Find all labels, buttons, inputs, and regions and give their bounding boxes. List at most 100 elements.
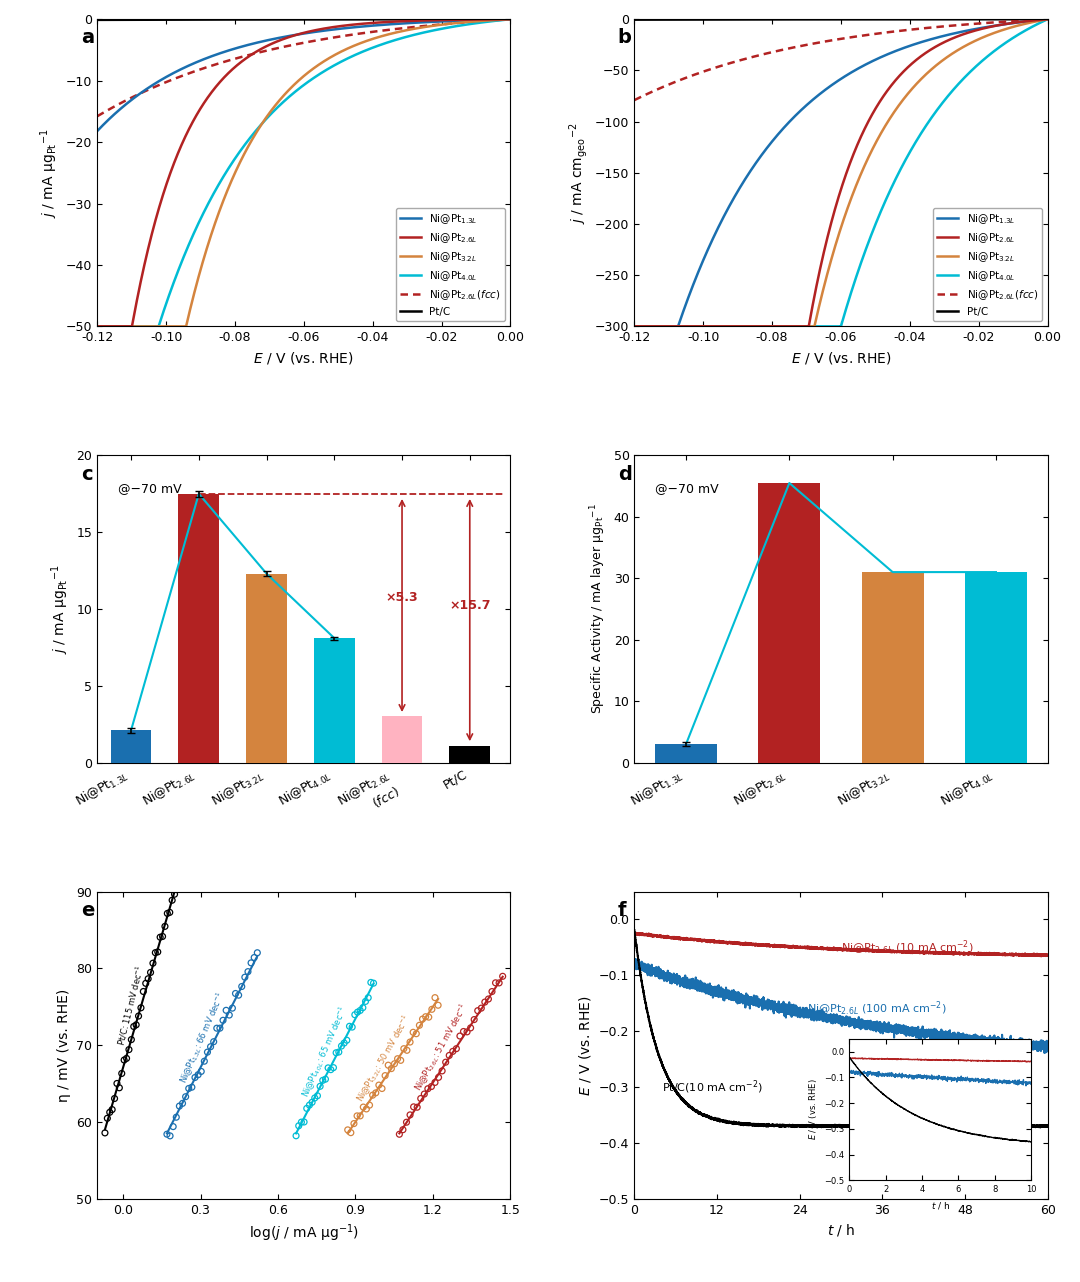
Point xyxy=(202,1036,219,1056)
Text: @−70 mV: @−70 mV xyxy=(656,482,718,495)
Point xyxy=(402,1105,419,1126)
Point xyxy=(364,1085,381,1105)
Point xyxy=(303,1092,321,1113)
Text: e: e xyxy=(81,901,94,919)
Point xyxy=(330,1042,348,1063)
Point xyxy=(377,1065,394,1086)
Bar xyxy=(246,573,287,763)
Point xyxy=(116,1050,133,1070)
Point xyxy=(487,973,504,994)
Text: a: a xyxy=(81,28,94,47)
Point xyxy=(159,903,176,923)
Point xyxy=(473,997,490,1018)
Point xyxy=(125,1017,143,1037)
Point xyxy=(164,1117,181,1137)
Point xyxy=(427,1072,444,1092)
Point xyxy=(433,1060,450,1081)
Point xyxy=(159,1124,176,1145)
Point xyxy=(108,1073,125,1094)
Point xyxy=(392,1050,409,1070)
Point xyxy=(402,1032,419,1053)
Point xyxy=(361,1095,378,1115)
Point xyxy=(339,1119,356,1140)
Point xyxy=(395,1038,413,1059)
Bar xyxy=(656,744,717,763)
Point xyxy=(149,942,166,963)
Text: b: b xyxy=(618,28,632,47)
Point xyxy=(137,973,154,994)
Point xyxy=(161,903,178,923)
Point xyxy=(343,1017,361,1037)
Point xyxy=(205,1032,222,1053)
Point xyxy=(300,1095,318,1115)
Point xyxy=(166,885,184,905)
Point xyxy=(422,1077,440,1097)
Point xyxy=(248,942,266,963)
Point xyxy=(333,1036,350,1056)
Point xyxy=(354,1097,372,1118)
Point xyxy=(455,1022,472,1042)
Point xyxy=(476,992,494,1013)
Y-axis label: $j$ / mA cm$_{\mathrm{geo}}$$^{-2}$: $j$ / mA cm$_{\mathrm{geo}}$$^{-2}$ xyxy=(567,122,590,223)
Point xyxy=(397,1111,415,1132)
Point xyxy=(462,1018,480,1038)
Point xyxy=(349,1003,366,1023)
Point xyxy=(147,942,164,963)
Point xyxy=(420,1006,437,1027)
Point xyxy=(291,1115,308,1136)
Point xyxy=(414,1009,431,1029)
Point xyxy=(458,1022,475,1042)
Text: c: c xyxy=(81,464,92,483)
Point xyxy=(293,1111,310,1132)
Point xyxy=(357,1099,375,1119)
Point xyxy=(287,1126,305,1146)
Point xyxy=(346,1113,363,1133)
Point xyxy=(413,1088,430,1109)
Point xyxy=(336,1033,353,1054)
Point xyxy=(113,1063,131,1083)
X-axis label: $E$ / V (vs. RHE): $E$ / V (vs. RHE) xyxy=(791,350,891,365)
Text: @−70 mV: @−70 mV xyxy=(118,482,181,495)
Point xyxy=(352,1105,369,1126)
Point xyxy=(174,1094,191,1114)
Point xyxy=(322,1059,339,1079)
Point xyxy=(180,1078,198,1099)
Point xyxy=(408,1097,426,1118)
X-axis label: log($j$ / mA µg$^{-1}$): log($j$ / mA µg$^{-1}$) xyxy=(248,1222,359,1244)
Point xyxy=(208,1018,226,1038)
Point xyxy=(379,1055,396,1076)
Bar xyxy=(111,731,151,763)
X-axis label: $E$ / V (vs. RHE): $E$ / V (vs. RHE) xyxy=(254,350,354,365)
Point xyxy=(233,977,251,997)
Point xyxy=(230,985,247,1005)
Point xyxy=(430,995,447,1015)
Point xyxy=(349,1105,366,1126)
Point xyxy=(490,973,508,994)
Point xyxy=(98,1108,116,1128)
Point xyxy=(394,1119,411,1140)
Point xyxy=(309,1086,326,1106)
Point xyxy=(167,1106,185,1127)
Point xyxy=(154,926,172,946)
Point xyxy=(391,1124,408,1145)
Point xyxy=(356,991,374,1011)
Point xyxy=(130,1006,147,1027)
Bar xyxy=(758,483,821,763)
Y-axis label: $E$ / V (vs. RHE): $E$ / V (vs. RHE) xyxy=(578,995,594,1096)
Legend: Ni@Pt$_{1.3L}$, Ni@Pt$_{2.6L}$, Ni@Pt$_{3.2L}$, Ni@Pt$_{4.0L}$, Ni@Pt$_{2.6L}$($: Ni@Pt$_{1.3L}$, Ni@Pt$_{2.6L}$, Ni@Pt$_{… xyxy=(396,208,505,322)
Point xyxy=(192,1061,210,1082)
Text: Ni@Pt$_{1.3L}$: 66 mV dec$^{-1}$: Ni@Pt$_{1.3L}$: 66 mV dec$^{-1}$ xyxy=(177,990,229,1086)
Bar xyxy=(964,572,1027,763)
Point xyxy=(389,1049,406,1069)
Point xyxy=(157,917,174,937)
Point xyxy=(342,1123,360,1144)
Bar xyxy=(381,717,422,763)
Bar xyxy=(862,572,923,763)
Text: f: f xyxy=(618,901,626,919)
Point xyxy=(212,1018,229,1038)
Point xyxy=(141,963,159,983)
Text: Ni@Pt$_{3.2L}$: 50 mV dec$^{-1}$: Ni@Pt$_{3.2L}$: 50 mV dec$^{-1}$ xyxy=(353,1013,415,1105)
Point xyxy=(145,953,162,973)
Point xyxy=(189,1064,206,1085)
Point xyxy=(127,1014,145,1035)
